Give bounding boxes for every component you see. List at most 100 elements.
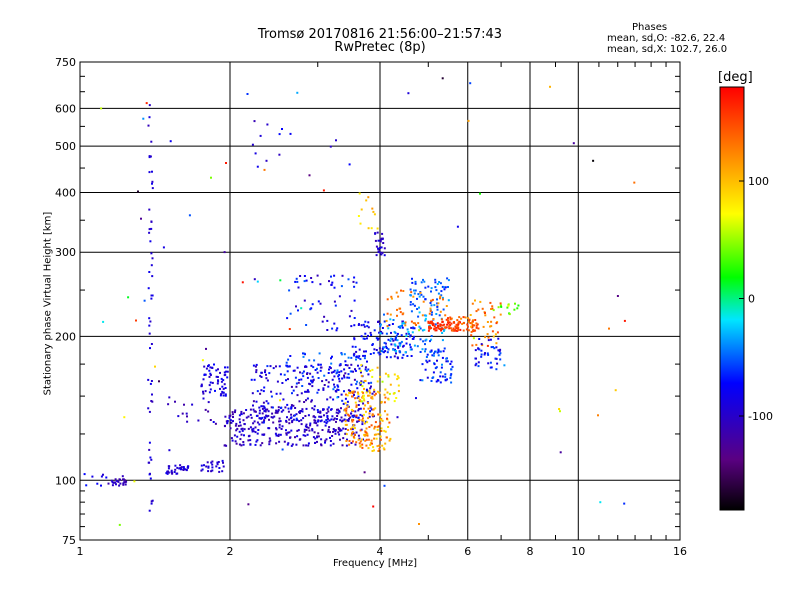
data-point xyxy=(182,469,185,471)
data-point xyxy=(286,416,288,419)
data-point xyxy=(358,355,361,358)
x-axis-label: Frequency [MHz] xyxy=(333,558,418,569)
data-point xyxy=(433,304,436,307)
data-point xyxy=(83,473,86,476)
data-point xyxy=(344,360,347,363)
data-point xyxy=(361,414,364,417)
data-point xyxy=(271,412,274,415)
data-point xyxy=(287,358,290,361)
data-point xyxy=(368,415,371,418)
data-point xyxy=(262,390,265,393)
data-point xyxy=(383,247,386,250)
data-point xyxy=(376,338,379,341)
data-point xyxy=(235,422,238,425)
data-point xyxy=(211,469,214,472)
data-point xyxy=(275,427,277,430)
data-point xyxy=(360,364,363,367)
data-point xyxy=(308,382,311,385)
data-point xyxy=(419,291,422,294)
data-point xyxy=(430,335,433,337)
data-point xyxy=(434,278,437,281)
data-point xyxy=(209,388,212,391)
data-point xyxy=(278,365,281,368)
data-point xyxy=(363,337,366,340)
data-point xyxy=(383,401,386,404)
data-point xyxy=(175,472,178,475)
data-point xyxy=(464,316,467,319)
data-point xyxy=(447,317,449,320)
data-point xyxy=(290,404,293,407)
data-point xyxy=(273,415,276,418)
data-point xyxy=(258,412,261,415)
data-point xyxy=(150,502,153,505)
data-point xyxy=(440,366,443,369)
data-point xyxy=(349,391,352,394)
data-point xyxy=(353,378,356,381)
data-point xyxy=(222,391,225,394)
data-point xyxy=(374,407,377,410)
data-point xyxy=(331,415,334,418)
data-point xyxy=(378,391,381,394)
data-point xyxy=(309,422,312,425)
data-point xyxy=(499,302,502,305)
data-point xyxy=(224,366,226,369)
data-point xyxy=(386,413,389,416)
data-point xyxy=(123,479,126,482)
data-point xyxy=(221,470,224,473)
data-point xyxy=(295,413,298,416)
data-point xyxy=(240,413,243,416)
data-point xyxy=(363,325,366,328)
data-point xyxy=(433,327,436,330)
data-point xyxy=(324,441,326,444)
data-point xyxy=(346,419,349,422)
data-point xyxy=(340,429,343,432)
data-point xyxy=(559,451,562,454)
data-point xyxy=(399,325,402,328)
data-point xyxy=(404,324,407,327)
plot-frame xyxy=(79,61,681,541)
data-point xyxy=(287,410,290,413)
data-point xyxy=(436,322,439,325)
data-point xyxy=(174,468,177,471)
data-point xyxy=(332,430,334,433)
data-point xyxy=(351,414,354,417)
data-point xyxy=(334,432,337,435)
data-point xyxy=(364,404,367,407)
data-point xyxy=(329,396,332,399)
data-point xyxy=(304,390,307,393)
data-point xyxy=(360,438,363,441)
data-point xyxy=(419,327,422,330)
data-point xyxy=(339,419,342,422)
data-point xyxy=(277,435,280,437)
data-point xyxy=(264,371,266,374)
data-point xyxy=(338,429,341,432)
data-point xyxy=(380,237,383,240)
data-point xyxy=(445,357,448,360)
data-point xyxy=(326,408,329,411)
data-point xyxy=(482,325,485,328)
data-point xyxy=(234,440,237,443)
data-point xyxy=(275,365,277,368)
data-point xyxy=(379,247,381,249)
data-point xyxy=(340,285,343,288)
data-point xyxy=(499,352,502,355)
data-point xyxy=(336,408,338,411)
data-point xyxy=(499,304,502,307)
x-tick-label: 4 xyxy=(377,545,384,558)
data-point xyxy=(416,345,419,348)
data-point xyxy=(286,443,289,446)
data-point xyxy=(362,419,365,422)
data-point xyxy=(336,384,339,387)
data-point xyxy=(472,337,475,340)
data-point xyxy=(150,220,153,223)
data-point xyxy=(362,323,365,326)
data-point xyxy=(433,352,436,355)
data-point xyxy=(383,393,386,396)
data-point xyxy=(143,299,146,302)
data-point xyxy=(222,379,225,382)
data-point xyxy=(353,354,356,357)
data-point xyxy=(148,317,151,320)
data-point xyxy=(311,281,314,284)
data-point xyxy=(217,368,219,371)
